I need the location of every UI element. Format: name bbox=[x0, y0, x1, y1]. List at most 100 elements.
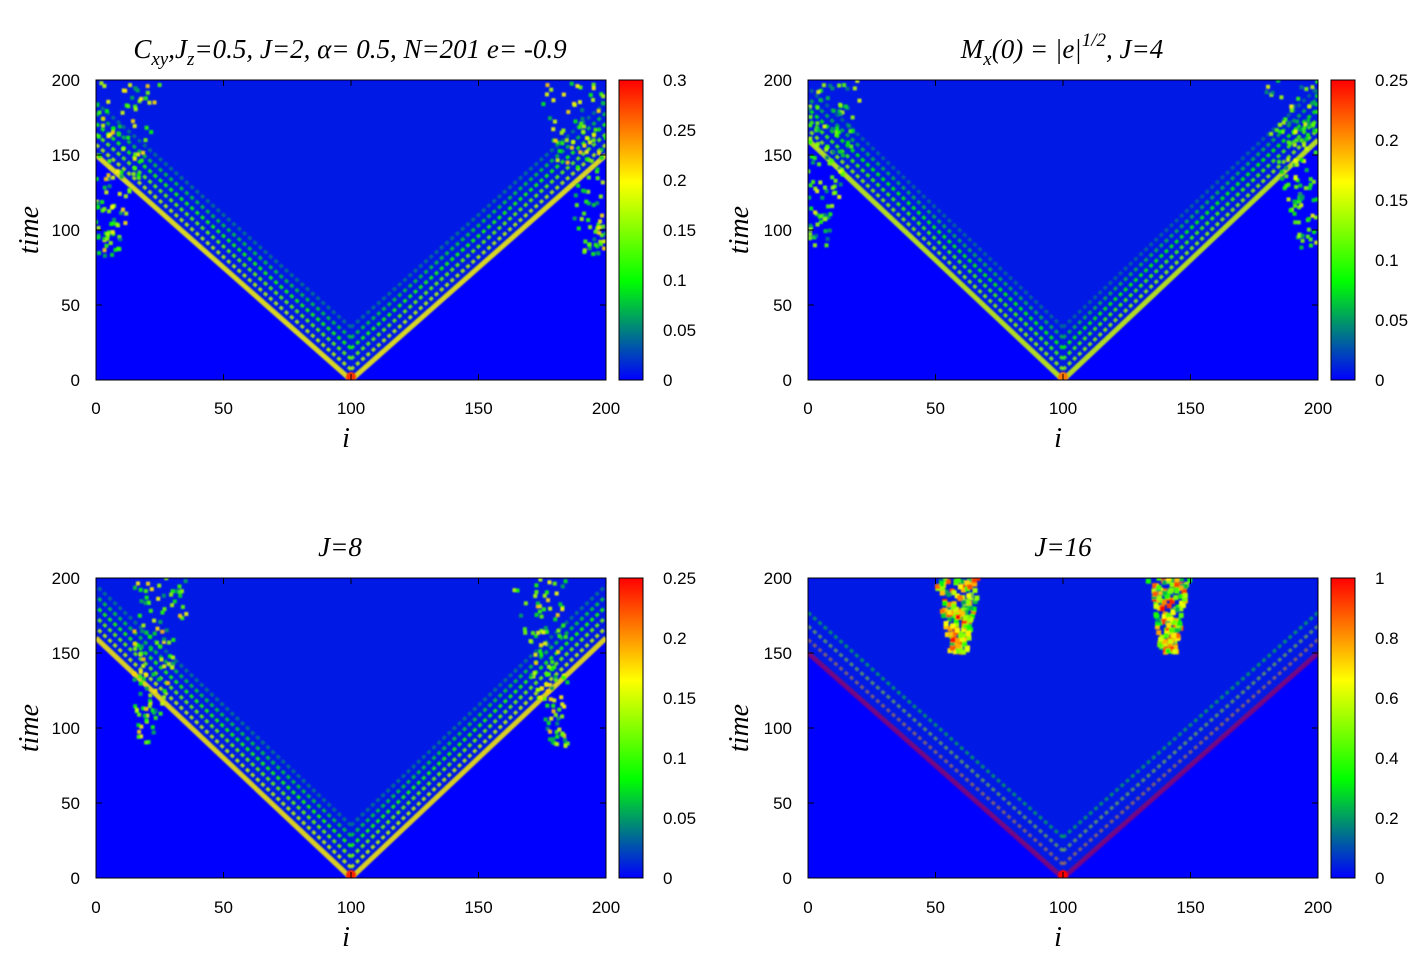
speckle bbox=[602, 239, 606, 244]
speckle bbox=[964, 580, 970, 586]
panel-1-colorbar-tick: 0.1 bbox=[663, 271, 687, 290]
speckle bbox=[561, 128, 566, 133]
speckle bbox=[1286, 157, 1291, 162]
light-cone-right-ray bbox=[1061, 611, 1318, 839]
panel-1-colorbar-tick: 0.25 bbox=[663, 121, 696, 140]
speckle bbox=[171, 655, 176, 660]
speckle bbox=[134, 707, 139, 712]
speckle bbox=[571, 140, 576, 145]
speckle bbox=[939, 608, 945, 614]
speckle bbox=[970, 609, 976, 615]
speckle bbox=[602, 246, 606, 251]
speckle bbox=[104, 109, 109, 114]
panel-4-colorbar-tick: 0 bbox=[1375, 869, 1384, 888]
speckle bbox=[1279, 169, 1284, 174]
panel-4-colorbar-tick: 1 bbox=[1375, 569, 1384, 588]
speckle bbox=[846, 123, 851, 128]
panel-2-colorbar-tick: 0.05 bbox=[1375, 311, 1408, 330]
speckle bbox=[159, 657, 164, 662]
speckle bbox=[1284, 174, 1289, 179]
speckle bbox=[560, 584, 565, 589]
speckle bbox=[152, 100, 157, 105]
speckle bbox=[949, 641, 955, 647]
speckle bbox=[533, 594, 538, 599]
speckle bbox=[824, 147, 829, 152]
speckle bbox=[120, 207, 125, 212]
speckle bbox=[118, 210, 123, 215]
speckle bbox=[1306, 132, 1311, 137]
speckle bbox=[1293, 176, 1298, 181]
speckle bbox=[97, 251, 102, 256]
speckle bbox=[826, 215, 831, 220]
speckle bbox=[822, 213, 827, 218]
speckle bbox=[959, 611, 965, 617]
speckle bbox=[572, 102, 577, 107]
panel-1-x-label: i bbox=[342, 423, 350, 454]
speckle bbox=[587, 246, 592, 251]
speckle bbox=[944, 632, 950, 638]
panel-3-y-tick: 150 bbox=[52, 644, 80, 663]
speckle bbox=[1283, 117, 1288, 122]
speckle bbox=[831, 191, 836, 196]
speckle bbox=[102, 248, 107, 253]
speckle bbox=[171, 637, 176, 642]
speckle bbox=[107, 159, 112, 164]
speckle bbox=[164, 578, 169, 581]
speckle bbox=[552, 581, 557, 586]
panel-1-colorbar-tick: 0 bbox=[663, 371, 672, 390]
speckle bbox=[947, 631, 953, 637]
speckle bbox=[827, 161, 832, 166]
speckle bbox=[1314, 89, 1318, 94]
light-cone-right-ray bbox=[349, 605, 606, 848]
speckle bbox=[545, 689, 550, 694]
light-cone-left-ray bbox=[96, 122, 353, 350]
speckle bbox=[831, 108, 836, 113]
speckle bbox=[843, 104, 848, 109]
panel-1-plot-area bbox=[96, 80, 606, 380]
speckle bbox=[545, 642, 550, 647]
tick-marks bbox=[807, 577, 1319, 879]
speckle bbox=[848, 129, 853, 134]
speckle bbox=[144, 718, 149, 723]
speckle bbox=[957, 647, 963, 653]
speckle bbox=[1306, 122, 1311, 127]
speckle bbox=[170, 665, 175, 670]
speckle bbox=[167, 640, 172, 645]
speckle bbox=[146, 740, 151, 745]
speckle bbox=[147, 634, 152, 639]
speckle bbox=[1176, 625, 1182, 631]
speckle bbox=[132, 641, 137, 646]
speckle bbox=[546, 598, 551, 603]
speckle bbox=[586, 175, 591, 180]
speckle bbox=[553, 617, 558, 622]
speckle bbox=[1276, 80, 1281, 83]
panel-3-x-tick: 50 bbox=[214, 898, 233, 917]
panel-1-y-label: time bbox=[14, 206, 45, 254]
speckle bbox=[591, 202, 596, 207]
light-cone-left-ray bbox=[96, 584, 353, 827]
speckle bbox=[956, 610, 962, 616]
speckle bbox=[118, 237, 123, 242]
panel-4-colorbar-tick: 0.2 bbox=[1375, 809, 1399, 828]
speckle bbox=[180, 616, 185, 621]
speckle bbox=[133, 104, 138, 109]
speckle bbox=[522, 627, 527, 632]
speckle bbox=[534, 590, 539, 595]
speckle bbox=[147, 698, 152, 703]
speckle bbox=[837, 109, 842, 114]
panel-1-y-tick: 50 bbox=[61, 296, 80, 315]
speckle bbox=[1307, 186, 1312, 191]
panel-4-colorbar-gradient bbox=[1330, 577, 1356, 879]
speckle bbox=[591, 138, 596, 143]
speckle bbox=[544, 590, 549, 595]
speckle bbox=[152, 618, 157, 623]
speckle bbox=[950, 623, 956, 629]
speckle bbox=[591, 82, 596, 87]
speckle bbox=[834, 126, 839, 131]
speckle bbox=[557, 727, 562, 732]
speckle bbox=[143, 138, 148, 143]
speckle bbox=[549, 686, 554, 691]
speckle bbox=[599, 155, 604, 160]
speckle bbox=[968, 580, 974, 586]
